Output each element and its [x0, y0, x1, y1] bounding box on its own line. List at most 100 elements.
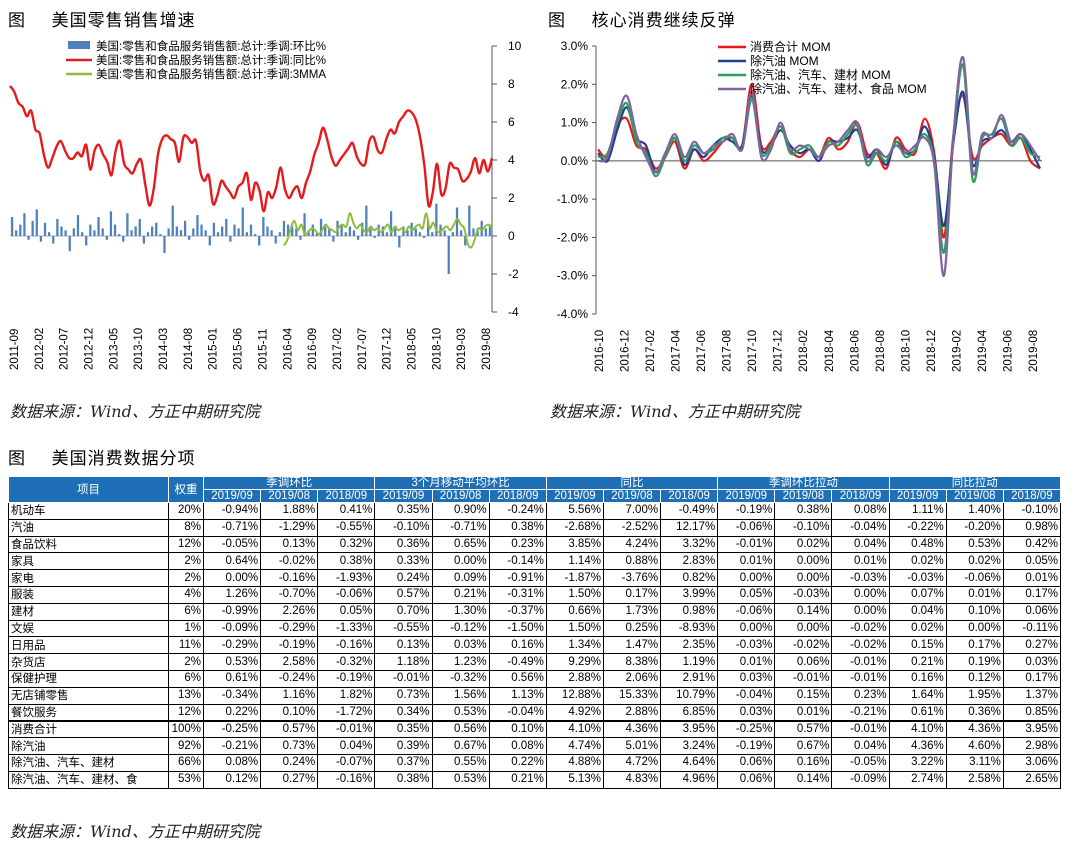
table-cell: 0.41%: [317, 502, 376, 520]
table-cell: 0.67%: [431, 737, 490, 755]
bar-mom: [348, 226, 352, 236]
bar-mom: [142, 236, 146, 244]
bar-mom: [406, 230, 409, 236]
y-tick-label: -2: [508, 267, 519, 281]
table-cell: 0.00%: [202, 569, 262, 587]
x-tick-label: 2016-12: [620, 330, 632, 372]
table-cell: 0.21%: [431, 585, 490, 604]
table-cell: 1.34%: [545, 636, 604, 655]
table-cell: 3.24%: [660, 737, 719, 755]
bar-mom: [72, 228, 75, 236]
figure3-source: 数据来源：Wind、方正中期研究院: [10, 822, 260, 841]
table-cell: 0.00%: [945, 619, 1004, 638]
y-tick-label: 2.0%: [561, 77, 589, 91]
table-cell: -0.03%: [831, 569, 890, 587]
table-row: 杂货店 2% 0.53% 2.58% -0.32% 1.18% 1.23% -0.49% 9.2…: [8, 653, 1061, 671]
table-cell: 0.01%: [831, 552, 890, 571]
x-tick-label: 2018-02: [798, 330, 810, 372]
period-header: 2019/08: [945, 489, 1004, 503]
table-row: 无店铺零售 13% -0.34% 1.16% 1.82% 0.73% 1.56% 1.13% 1…: [8, 686, 1061, 705]
table-cell: -0.37%: [488, 602, 547, 621]
line-3mma: [283, 212, 493, 249]
table-cell: 0.13%: [260, 535, 319, 554]
table-cell: -0.06%: [717, 518, 776, 537]
table-cell: -2.68%: [545, 518, 604, 537]
row-name: 服装: [8, 585, 169, 604]
table-cell: 0.13%: [374, 636, 433, 655]
table-cell: -0.21%: [202, 737, 262, 755]
table-cell: 0.06%: [774, 653, 833, 671]
table-cell: 8.38%: [602, 653, 662, 671]
table-cell: 0.23%: [488, 535, 547, 554]
table-cell: 0.57%: [374, 585, 433, 604]
bar-mom: [68, 236, 71, 252]
period-header: 2019/09: [545, 489, 604, 503]
table-cell: -1.50%: [488, 619, 547, 638]
period-header: 2019/08: [260, 489, 319, 503]
table-cell: -0.10%: [374, 518, 433, 537]
consumption-breakdown-table-wrap: 项目 权重 季调环比 3个月移动平均环比 同比 季调环比拉动 同比拉动 2019…: [8, 476, 1061, 789]
table-row: 保健护理 6% 0.61% -0.24% -0.19% -0.01% -0.32% 0.56%…: [8, 669, 1061, 688]
figure2-title: 图 核心消费继续反弹: [548, 11, 736, 31]
bar-mom: [303, 213, 306, 236]
table-cell: 1.30%: [431, 602, 490, 621]
bar-mom: [85, 236, 88, 246]
table-cell: 0.90%: [431, 502, 490, 520]
table-cell: 2.88%: [545, 669, 604, 688]
table-cell: -1.93%: [317, 569, 376, 587]
y-tick-label: 0.0%: [561, 154, 589, 168]
table-cell: 0.27%: [260, 770, 319, 789]
table-cell: 0.56%: [488, 669, 547, 688]
row-weight: 12%: [168, 703, 204, 722]
table-row: 除汽油、汽车、建材 66% 0.08% 0.24% -0.07% 0.37% 0.55% 0.…: [8, 753, 1061, 772]
table-cell: 1.16%: [260, 686, 319, 705]
bar-mom: [332, 236, 335, 242]
table-cell: -0.29%: [202, 636, 262, 655]
row-name: 无店铺零售: [8, 686, 169, 705]
table-cell: -1.29%: [260, 518, 319, 537]
table-cell: 0.02%: [888, 619, 947, 638]
table-cell: -0.09%: [202, 619, 262, 638]
table-cell: -0.16%: [260, 569, 319, 587]
table-cell: 0.55%: [431, 753, 490, 772]
table-cell: 0.00%: [774, 552, 833, 571]
bar-mom: [97, 217, 100, 236]
table-cell: 0.00%: [717, 619, 776, 638]
bar-mom: [126, 213, 129, 236]
bar-mom: [249, 224, 253, 236]
bar-mom: [455, 207, 459, 236]
table-cell: 0.73%: [374, 686, 433, 705]
table-cell: 0.01%: [945, 585, 1004, 604]
bar-mom: [299, 236, 302, 240]
table-cell: 0.04%: [317, 737, 376, 755]
bar-mom: [414, 228, 417, 236]
bar-mom: [221, 226, 224, 236]
bar-mom: [146, 232, 150, 236]
table-cell: 12.88%: [545, 686, 604, 705]
table-cell: 0.64%: [202, 552, 262, 571]
table-cell: 0.03%: [717, 703, 776, 722]
table-cell: 2.65%: [1002, 770, 1061, 789]
table-cell: -0.02%: [831, 636, 890, 655]
legend-swatch: [68, 41, 90, 49]
bar-mom: [192, 228, 195, 236]
bar-mom: [307, 230, 310, 236]
legend-label: 美国:零售和食品服务销售额:总计:季调:同比%: [96, 53, 326, 67]
table-cell: -0.49%: [488, 653, 547, 671]
table-cell: 0.01%: [717, 653, 776, 671]
table-cell: 4.96%: [660, 770, 719, 789]
y-tick-label: 1.0%: [561, 116, 589, 130]
x-tick-label: 2016-09: [307, 328, 319, 370]
table-cell: -0.03%: [888, 569, 947, 587]
bar-mom: [60, 226, 63, 236]
table-cell: -0.01%: [774, 669, 833, 688]
y-tick-label: 0: [508, 229, 515, 243]
table-cell: 0.17%: [1002, 585, 1061, 604]
table-cell: 0.06%: [717, 770, 776, 789]
table-cell: -0.22%: [888, 518, 947, 537]
table-cell: 1.88%: [260, 502, 319, 520]
row-name: 杂货店: [8, 653, 169, 671]
period-header: 2018/09: [1002, 489, 1061, 503]
table-cell: 0.10%: [488, 719, 547, 739]
table-cell: 5.56%: [545, 502, 604, 520]
